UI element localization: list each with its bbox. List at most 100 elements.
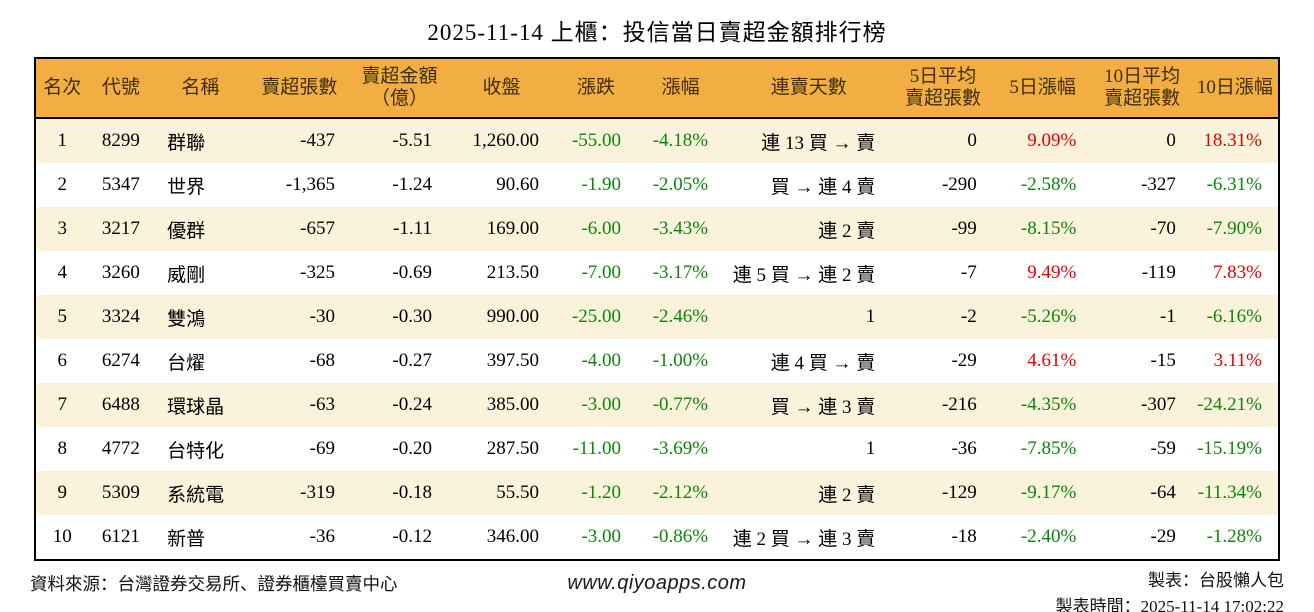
cell-name: 台燿: [153, 339, 248, 383]
cell-avg10-net-sell-shares: -327: [1092, 163, 1192, 207]
cell-streak: 連 2 賣: [724, 471, 894, 515]
ranking-table: 名次 代號 名稱 賣超張數 賣超金額 （億） 收盤 漲跌 漲幅 連賣天數 5日平均 賣超張數 5日漲…: [34, 57, 1280, 561]
table-row: 9 5309 系統電 -319 -0.18 55.50 -1.20 -2.12% 連 2 賣 -1…: [35, 471, 1279, 515]
cell-avg5-net-sell-shares: -7: [893, 251, 993, 295]
cell-net-sell-shares: -63: [247, 383, 351, 427]
cell-change: -55.00: [554, 118, 638, 163]
cell-change-10d: 3.11%: [1191, 339, 1279, 383]
cell-change: -1.20: [554, 471, 638, 515]
col-header-code: 代號: [88, 58, 154, 119]
cell-name: 雙鴻: [153, 295, 248, 339]
cell-change-5d: 9.09%: [992, 118, 1093, 163]
cell-streak: 連 2 買 → 連 3 賣: [724, 515, 894, 560]
cell-name: 群聯: [153, 118, 248, 163]
cell-net-sell-shares: -657: [247, 207, 351, 251]
col-header-net-sell-amount: 賣超金額 （億）: [350, 58, 448, 119]
cell-change-pct: -3.43%: [637, 207, 725, 251]
table-row: 5 3324 雙鴻 -30 -0.30 990.00 -25.00 -2.46% 1 -2 -5.2…: [35, 295, 1279, 339]
cell-code: 3324: [88, 295, 154, 339]
cell-streak: 連 2 賣: [724, 207, 894, 251]
cell-change-pct: -0.77%: [637, 383, 725, 427]
cell-net-sell-amount: -5.51: [350, 118, 448, 163]
cell-change-10d: 7.83%: [1191, 251, 1279, 295]
cell-avg5-net-sell-shares: -2: [893, 295, 993, 339]
footer: 資料來源：台灣證券交易所、證券櫃檯買賣中心 www.qiyoapps.com 製…: [30, 568, 1284, 612]
cell-net-sell-shares: -68: [247, 339, 351, 383]
cell-rank: 8: [35, 427, 89, 471]
cell-change-pct: -2.05%: [637, 163, 725, 207]
cell-avg10-net-sell-shares: -119: [1092, 251, 1192, 295]
col-header-change-10d: 10日漲幅: [1191, 58, 1279, 119]
cell-close: 346.00: [447, 515, 555, 560]
table-header: 名次 代號 名稱 賣超張數 賣超金額 （億） 收盤 漲跌 漲幅 連賣天數 5日平均 賣超張數 5日漲…: [35, 58, 1279, 119]
cell-avg10-net-sell-shares: -59: [1092, 427, 1192, 471]
cell-avg5-net-sell-shares: -36: [893, 427, 993, 471]
cell-close: 385.00: [447, 383, 555, 427]
table-row: 1 8299 群聯 -437 -5.51 1,260.00 -55.00 -4.18% 連 13…: [35, 118, 1279, 163]
cell-net-sell-amount: -0.18: [350, 471, 448, 515]
report-timestamp: 製表時間：2025-11-14 17:02:22: [1055, 596, 1284, 612]
cell-avg10-net-sell-shares: 0: [1092, 118, 1192, 163]
cell-rank: 4: [35, 251, 89, 295]
cell-close: 55.50: [447, 471, 555, 515]
table-row: 7 6488 環球晶 -63 -0.24 385.00 -3.00 -0.77% 買 → 連 3…: [35, 383, 1279, 427]
cell-avg10-net-sell-shares: -1: [1092, 295, 1192, 339]
cell-code: 4772: [88, 427, 154, 471]
cell-net-sell-shares: -319: [247, 471, 351, 515]
cell-streak: 連 4 買 → 賣: [724, 339, 894, 383]
cell-code: 6488: [88, 383, 154, 427]
cell-avg10-net-sell-shares: -29: [1092, 515, 1192, 560]
table-row: 4 3260 威剛 -325 -0.69 213.50 -7.00 -3.17% 連 5 買 →…: [35, 251, 1279, 295]
cell-change-5d: -8.15%: [992, 207, 1093, 251]
col-header-close: 收盤: [447, 58, 555, 119]
cell-rank: 9: [35, 471, 89, 515]
cell-avg10-net-sell-shares: -15: [1092, 339, 1192, 383]
cell-close: 90.60: [447, 163, 555, 207]
cell-change-10d: -11.34%: [1191, 471, 1279, 515]
cell-change-5d: -7.85%: [992, 427, 1093, 471]
cell-change: -3.00: [554, 515, 638, 560]
cell-net-sell-amount: -0.30: [350, 295, 448, 339]
cell-avg5-net-sell-shares: -216: [893, 383, 993, 427]
cell-change-10d: -15.19%: [1191, 427, 1279, 471]
cell-name: 新普: [153, 515, 248, 560]
cell-change-pct: -2.46%: [637, 295, 725, 339]
cell-avg5-net-sell-shares: -18: [893, 515, 993, 560]
cell-net-sell-shares: -69: [247, 427, 351, 471]
cell-change-5d: 9.49%: [992, 251, 1093, 295]
cell-code: 3260: [88, 251, 154, 295]
cell-name: 世界: [153, 163, 248, 207]
cell-close: 213.50: [447, 251, 555, 295]
cell-avg10-net-sell-shares: -64: [1092, 471, 1192, 515]
cell-name: 台特化: [153, 427, 248, 471]
cell-code: 5347: [88, 163, 154, 207]
cell-streak: 1: [724, 295, 894, 339]
cell-change-10d: -6.31%: [1191, 163, 1279, 207]
cell-change-5d: -2.40%: [992, 515, 1093, 560]
page-title: 2025-11-14 上櫃：投信當日賣超金額排行榜: [427, 20, 887, 45]
table-row: 8 4772 台特化 -69 -0.20 287.50 -11.00 -3.69% 1 -36 -7…: [35, 427, 1279, 471]
table-row: 3 3217 優群 -657 -1.11 169.00 -6.00 -3.43% 連 2 賣 -9…: [35, 207, 1279, 251]
cell-close: 1,260.00: [447, 118, 555, 163]
cell-net-sell-shares: -437: [247, 118, 351, 163]
cell-change-5d: -5.26%: [992, 295, 1093, 339]
cell-name: 威剛: [153, 251, 248, 295]
cell-streak: 連 5 買 → 連 2 賣: [724, 251, 894, 295]
cell-rank: 7: [35, 383, 89, 427]
report-maker: 製表：台股懶人包: [1148, 571, 1284, 590]
cell-name: 環球晶: [153, 383, 248, 427]
col-header-avg10-net-sell-shares: 10日平均 賣超張數: [1092, 58, 1192, 119]
cell-close: 990.00: [447, 295, 555, 339]
col-header-streak: 連賣天數: [724, 58, 894, 119]
cell-change-pct: -4.18%: [637, 118, 725, 163]
cell-net-sell-shares: -325: [247, 251, 351, 295]
cell-avg5-net-sell-shares: -29: [893, 339, 993, 383]
cell-avg5-net-sell-shares: -99: [893, 207, 993, 251]
col-header-net-sell-shares: 賣超張數: [247, 58, 351, 119]
cell-close: 169.00: [447, 207, 555, 251]
col-header-change-pct: 漲幅: [637, 58, 725, 119]
cell-change-5d: -4.35%: [992, 383, 1093, 427]
header-row: 名次 代號 名稱 賣超張數 賣超金額 （億） 收盤 漲跌 漲幅 連賣天數 5日平均 賣超張數 5日漲…: [35, 58, 1279, 119]
cell-code: 6274: [88, 339, 154, 383]
